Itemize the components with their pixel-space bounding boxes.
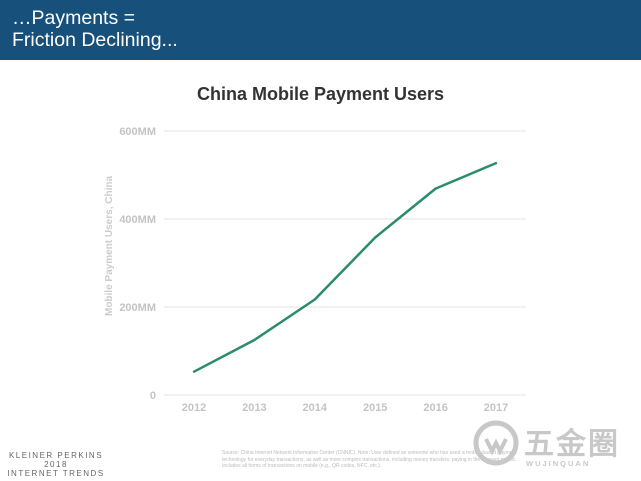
x-tick-label: 2015: [363, 402, 387, 414]
x-tick-label: 2016: [423, 402, 447, 414]
source-note: Source: China Internet Network Informati…: [222, 450, 517, 469]
y-tick-label: 600MM: [119, 126, 156, 138]
data-point: [374, 236, 377, 239]
watermark-text-cn: 五金圈: [524, 428, 620, 461]
y-tick-label: 400MM: [119, 214, 156, 226]
x-tick-label: 2017: [484, 402, 508, 414]
data-point: [434, 187, 437, 190]
x-tick-labels: 2012 2013 2014 2015 2016 2017: [182, 402, 508, 414]
watermark: 五金圈 WUJINQUAN: [472, 419, 632, 475]
watermark-logo-icon: [473, 420, 519, 466]
kpcb-brand: KLEINER PERKINS 2018 INTERNET TRENDS: [6, 451, 106, 478]
slide-title: …Payments = Friction Declining...: [12, 7, 178, 51]
chart-title: China Mobile Payment Users: [196, 84, 445, 104]
y-tick-labels: 0 200MM 400MM 600MM: [119, 126, 156, 402]
x-tick-label: 2012: [182, 402, 206, 414]
watermark-text-en: WUJINQUAN: [526, 459, 591, 468]
series-group: [192, 161, 498, 373]
brand-report: INTERNET TRENDS: [7, 469, 105, 478]
series-line: [193, 161, 497, 373]
y-tick-label: 0: [150, 390, 156, 402]
brand-name: KLEINER PERKINS: [8, 451, 104, 460]
y-axis-label: Mobile Payment Users, China: [104, 176, 115, 316]
data-point: [313, 298, 316, 301]
gridlines: [164, 130, 526, 396]
data-point: [192, 370, 196, 373]
y-tick-label: 200MM: [119, 302, 156, 314]
header-bar: …Payments = Friction Declining...: [0, 0, 641, 60]
x-tick-label: 2013: [242, 402, 266, 414]
x-tick-label: 2014: [303, 402, 328, 414]
data-point: [494, 161, 498, 165]
brand-year: 2018: [44, 460, 68, 469]
data-point: [253, 338, 256, 342]
